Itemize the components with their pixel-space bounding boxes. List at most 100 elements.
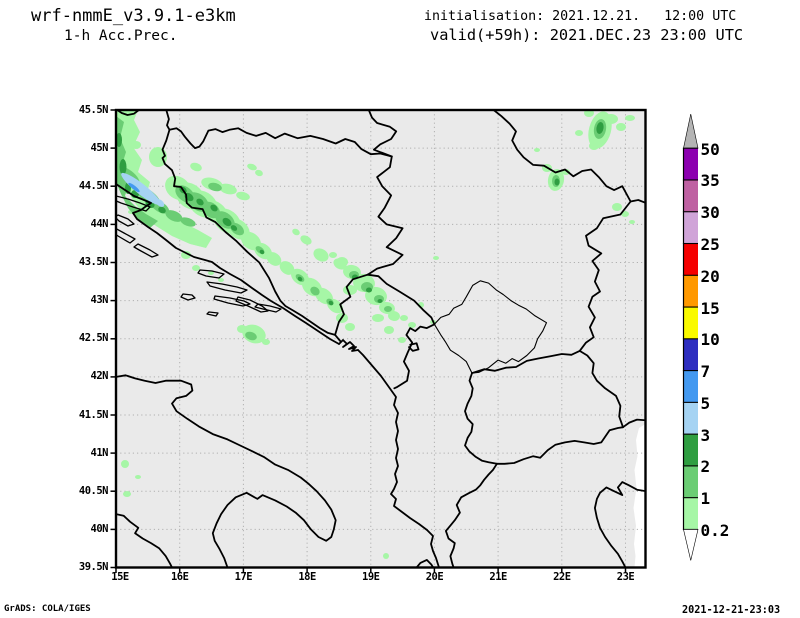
colorbar-label-1: 1 xyxy=(700,489,711,509)
colorbar-segment xyxy=(683,497,698,530)
border-cro-top xyxy=(165,110,171,131)
lat-label-40N: 40N xyxy=(90,522,109,535)
precip-patch-light xyxy=(584,110,594,117)
precip-patch-heavy xyxy=(328,300,334,306)
precip-patch-light xyxy=(157,217,163,221)
lon-label-18E: 18E xyxy=(298,571,316,583)
precip-patch-light xyxy=(236,191,250,201)
lat-label-44.5N: 44.5N xyxy=(78,179,109,192)
lon-label-15E: 15E xyxy=(111,571,129,583)
colorbar-label-25: 25 xyxy=(700,235,720,254)
island-peljesac xyxy=(235,296,269,313)
precip-patch-light xyxy=(178,231,184,235)
precip-patch-heavy xyxy=(158,206,166,214)
precip-patch-heavy xyxy=(222,217,232,227)
precip-patch-light xyxy=(181,251,191,259)
island-dugi xyxy=(116,227,136,244)
lat-label-41.5N: 41.5N xyxy=(78,408,109,421)
precip-patch-heavy xyxy=(554,178,560,186)
colorbar-label-15: 15 xyxy=(700,298,720,318)
border-kosovo xyxy=(433,280,548,374)
precip-patch-light xyxy=(575,130,583,136)
colorbar-segment xyxy=(683,148,698,181)
precip-patch-light xyxy=(612,203,622,211)
lat-label-44N: 44N xyxy=(90,217,109,230)
border-alb-mkd xyxy=(464,372,498,465)
precip-patch-light xyxy=(534,148,540,152)
colorbar-segment xyxy=(683,465,698,499)
colorbar-label-30: 30 xyxy=(700,203,720,223)
precip-patch-lightblue xyxy=(121,172,161,206)
colorbar-segment xyxy=(683,179,698,213)
lat-label-45.5N: 45.5N xyxy=(78,103,109,116)
island-mljet xyxy=(254,303,282,313)
island-brac xyxy=(197,269,225,279)
precip-patch-heavy xyxy=(297,276,303,282)
precip-patch-light xyxy=(168,229,174,233)
precip-patch-light xyxy=(237,325,247,333)
precip-patch-light xyxy=(398,337,406,343)
precip-patch-light xyxy=(625,115,635,121)
precip-patch-heavy xyxy=(596,122,604,134)
precip-patch-light xyxy=(372,314,384,322)
colorbar-under-arrow xyxy=(683,529,699,561)
lon-label-21E: 21E xyxy=(489,571,507,583)
coast-corfu xyxy=(415,559,435,568)
border-mkd-north xyxy=(471,350,581,374)
colorbar-label-5: 5 xyxy=(700,393,711,413)
lat-label-43.5N: 43.5N xyxy=(78,256,109,268)
border-scutari xyxy=(408,342,420,352)
colorbar-segment xyxy=(683,211,698,245)
precip-patch-light xyxy=(329,252,337,258)
precip-patch-light xyxy=(131,141,141,149)
lat-label-42N: 42N xyxy=(90,370,109,383)
coast-montenegro-albania xyxy=(357,349,440,568)
lat-label-42.5N: 42.5N xyxy=(78,332,109,345)
coast-kotor-bay xyxy=(338,339,359,352)
coast-greece-ne xyxy=(594,481,646,568)
precip-patch-light xyxy=(255,169,263,177)
island-kornati xyxy=(133,243,159,258)
border-bul-grc xyxy=(622,418,646,429)
colorbar-segment xyxy=(683,275,698,308)
precip-patch-lightblue xyxy=(155,199,165,207)
colorbar-segment xyxy=(683,434,698,467)
adriatic-islands xyxy=(116,195,282,317)
product-title: 1-h Acc.Prec. xyxy=(64,28,178,44)
precip-patch-heavy xyxy=(119,159,127,175)
lon-label-20E: 20E xyxy=(425,571,444,583)
border-bos-mne xyxy=(334,273,369,342)
map-frame xyxy=(114,108,647,569)
border-mkd-bul xyxy=(578,350,624,429)
precip-patch-light xyxy=(123,491,131,497)
colorbar-segment xyxy=(683,243,698,276)
border-alb-grc xyxy=(445,462,498,568)
precip-patch-light xyxy=(121,460,129,468)
precip-patch-heavy xyxy=(210,204,218,212)
precip-patch-light xyxy=(266,252,282,266)
lon-label-19E: 19E xyxy=(362,571,380,583)
precip-patch-light xyxy=(629,220,635,224)
colorbar-segment xyxy=(683,338,698,372)
coast-italy-adriatic xyxy=(116,374,337,568)
island-lastovo xyxy=(206,311,219,317)
precip-patch-moderate xyxy=(245,331,257,341)
precip-patch-light xyxy=(589,142,599,150)
colorbar-label-7: 7 xyxy=(700,362,711,382)
precip-patch-light xyxy=(218,278,224,282)
precip-patch-light xyxy=(408,322,416,328)
grads-credit: GrADS: COLA/IGES xyxy=(4,604,91,614)
border-mne-alb xyxy=(393,323,436,390)
colorbar xyxy=(682,113,699,561)
precip-patch-heavy xyxy=(377,299,383,303)
precip-patch-light xyxy=(219,183,237,195)
colorbar-label-20: 20 xyxy=(700,266,720,286)
precip-patch-light xyxy=(433,256,439,260)
precip-patch-light xyxy=(313,248,329,262)
colorbar-segment xyxy=(683,370,698,403)
precip-patch-light xyxy=(616,123,626,131)
precip-patch-light xyxy=(150,213,156,217)
precip-patch-light xyxy=(604,114,618,124)
valid-time-label: valid(+59h): 2021.DEC.23 23:00 UTC xyxy=(430,26,744,44)
